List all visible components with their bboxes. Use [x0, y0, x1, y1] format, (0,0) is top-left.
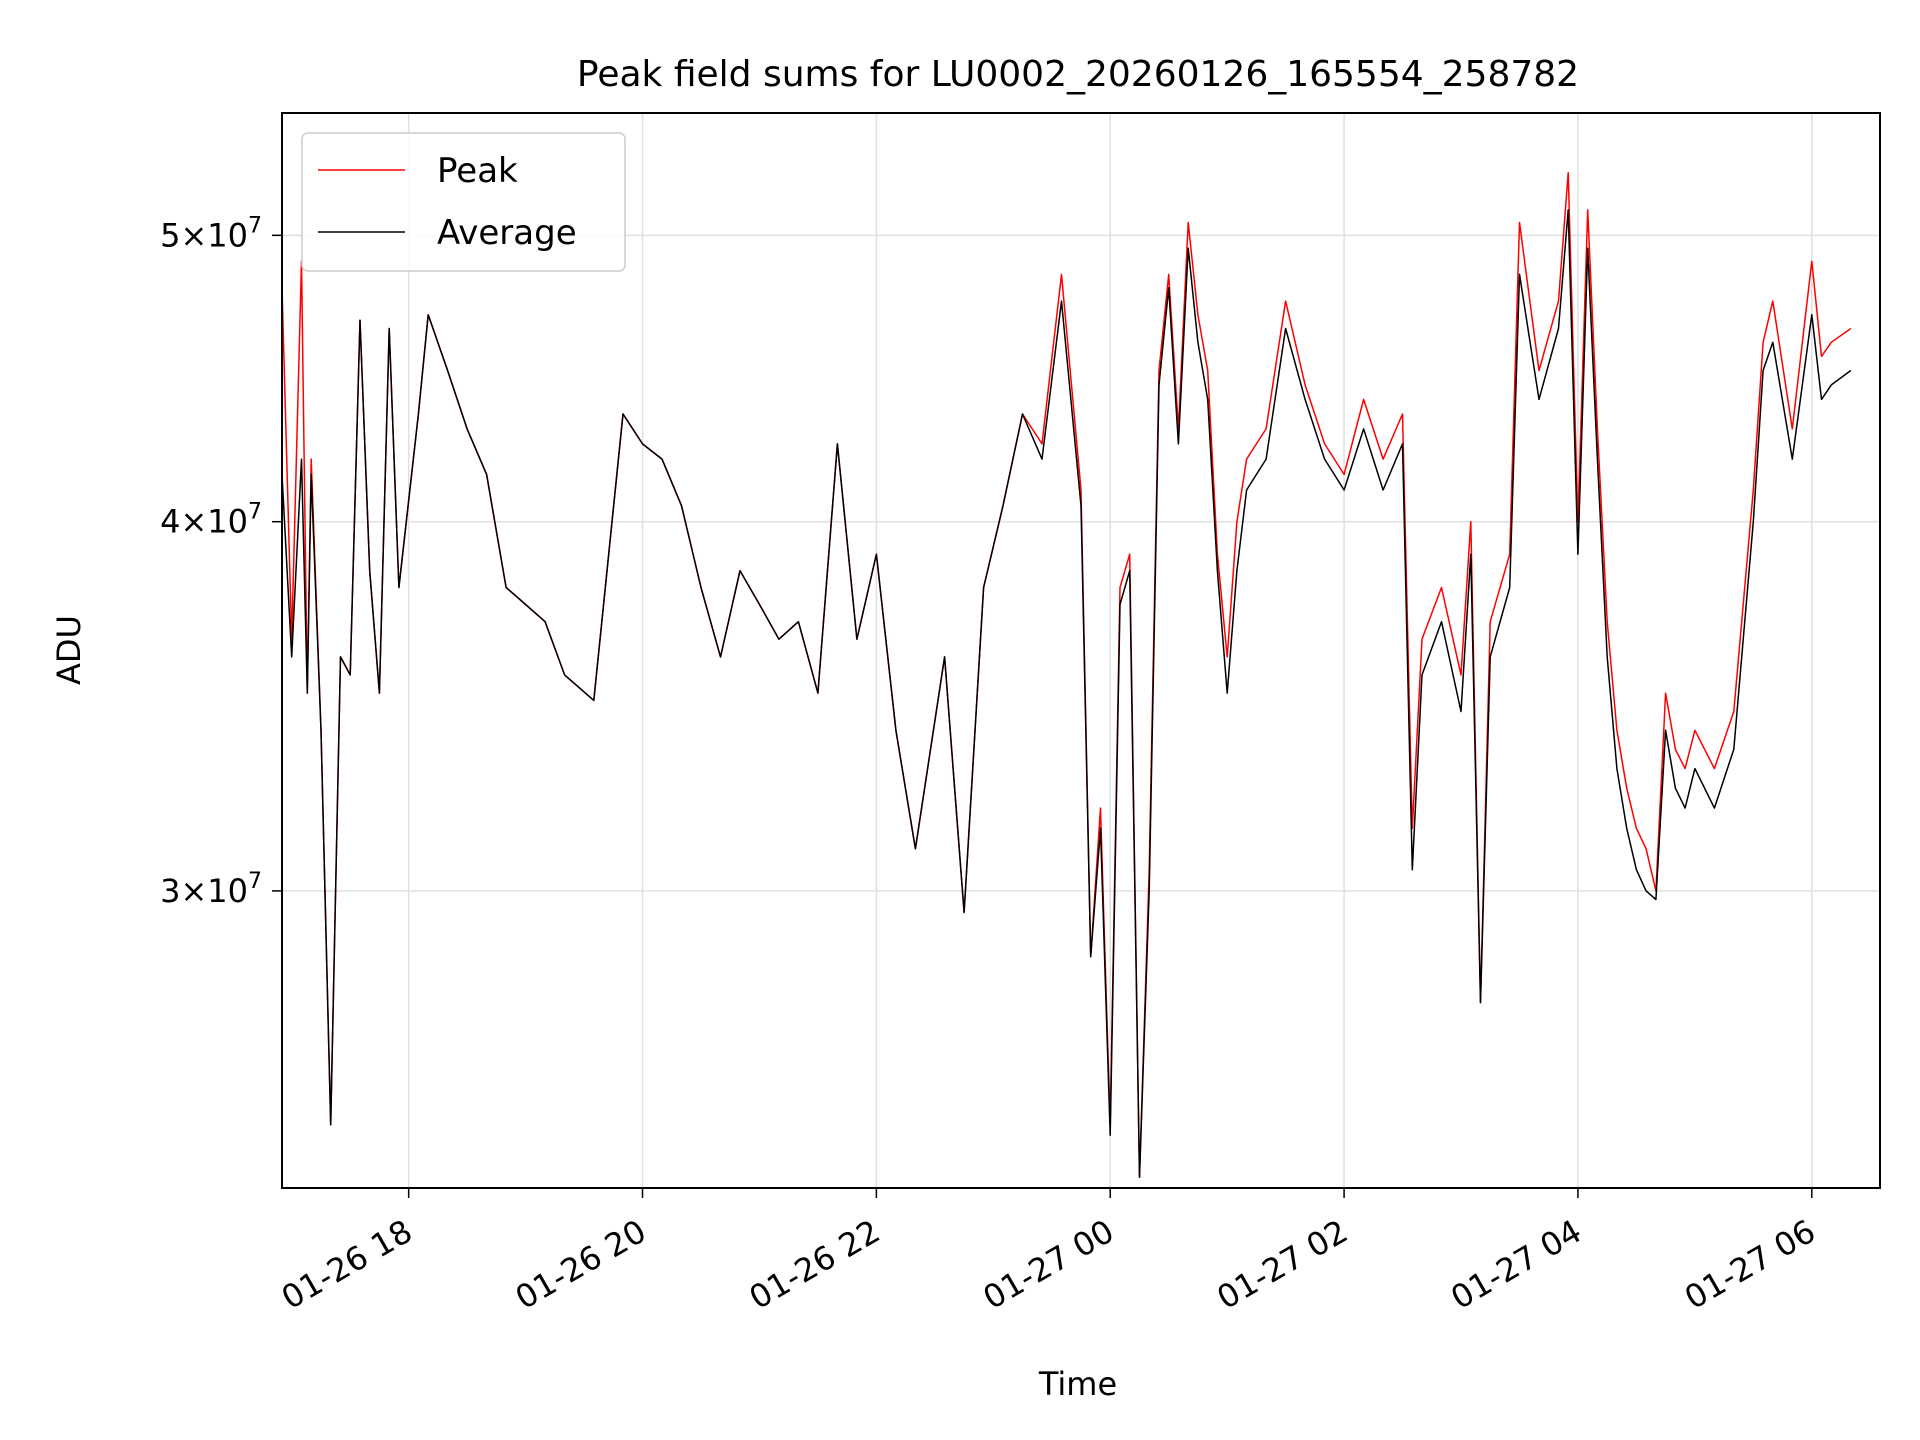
- chart-title: Peak field sums for LU0002_20260126_1655…: [577, 54, 1579, 95]
- y-tick-label: 4×107: [160, 500, 262, 541]
- plot-frame: [281, 112, 1881, 1189]
- y-axis-label: ADU: [50, 615, 88, 685]
- x-axis-label: Time: [1038, 1365, 1117, 1403]
- y-tick-label: 5×107: [160, 213, 262, 254]
- legend-label-average: Average: [437, 213, 577, 253]
- legend-box: [301, 132, 626, 272]
- y-tick-label: 3×107: [160, 869, 262, 910]
- y-axis: 3×107 4×107 5×107: [160, 213, 282, 910]
- legend-label-peak: Peak: [437, 151, 518, 191]
- series-layer: [281, 171, 1852, 1179]
- series-line-average: [281, 209, 1852, 1179]
- legend: Peak Average: [301, 132, 626, 272]
